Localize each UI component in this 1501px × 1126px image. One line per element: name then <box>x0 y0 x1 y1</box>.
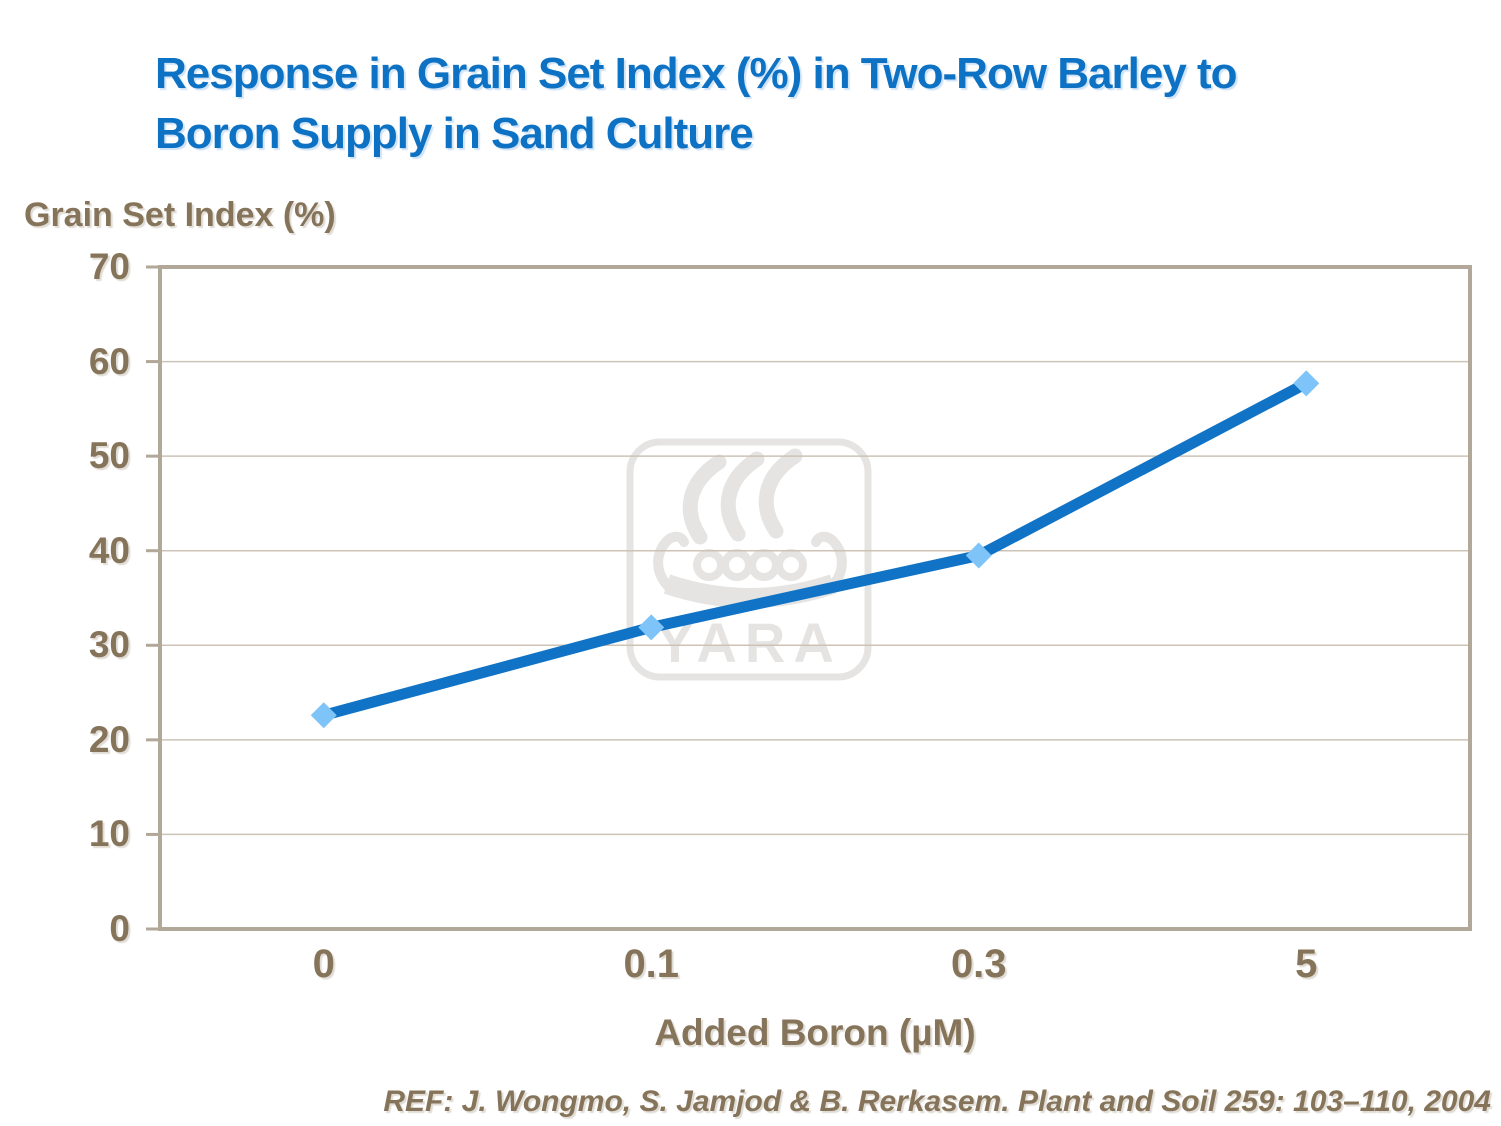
watermark-shield-icon <box>693 549 725 581</box>
data-point-diamond-marker <box>638 614 665 641</box>
data-point-diamond-marker <box>310 702 337 729</box>
gridlines-and-ticks <box>146 265 1470 931</box>
chart-title: Response in Grain Set Index (%) in Two-R… <box>155 44 1238 164</box>
data-point-diamond-marker <box>965 542 992 569</box>
watermark-prow-icon <box>653 531 689 593</box>
watermark-stern-icon <box>811 531 847 593</box>
watermark-sail-icon <box>682 454 727 545</box>
watermark-shield-icon <box>748 549 780 581</box>
plot-border <box>158 265 1472 931</box>
watermark-shield-icon <box>721 549 753 581</box>
y-tick-label: 40 <box>88 529 130 571</box>
y-axis-title: Grain Set Index (%) <box>24 196 336 234</box>
series-line <box>318 377 1312 721</box>
y-tick-label: 60 <box>88 340 130 382</box>
x-tick-label: 0.1 <box>623 942 680 986</box>
y-tick-label: 20 <box>88 718 130 760</box>
data-series <box>310 370 1320 729</box>
x-tick-label: 0 <box>312 942 335 986</box>
yara-watermark-logo: YARA <box>626 438 872 681</box>
reference-citation: REF: J. Wongmo, S. Jamjod & B. Rerkasem.… <box>383 1085 1491 1118</box>
chart-title-line1: Response in Grain Set Index (%) in Two-R… <box>155 49 1238 98</box>
plot-area-border <box>158 265 1472 931</box>
y-tick-label: 70 <box>88 246 130 287</box>
y-tick-label: 30 <box>88 624 130 666</box>
y-tick-label: 0 <box>109 908 130 949</box>
watermark-sail-icon <box>720 451 765 542</box>
x-axis-title: Added Boron (µM) <box>654 1012 976 1053</box>
watermark-sail-icon <box>758 448 803 539</box>
chart-title-line2: Boron Supply in Sand Culture <box>155 109 754 158</box>
watermark-shield-icon <box>775 549 807 581</box>
data-point-diamond-marker <box>1293 370 1320 397</box>
watermark-frame <box>626 438 872 681</box>
y-tick-label: 50 <box>88 435 130 477</box>
x-tick-label: 5 <box>1295 942 1318 986</box>
x-tick-label: 0.3 <box>950 942 1007 986</box>
y-tick-label: 10 <box>88 813 130 855</box>
